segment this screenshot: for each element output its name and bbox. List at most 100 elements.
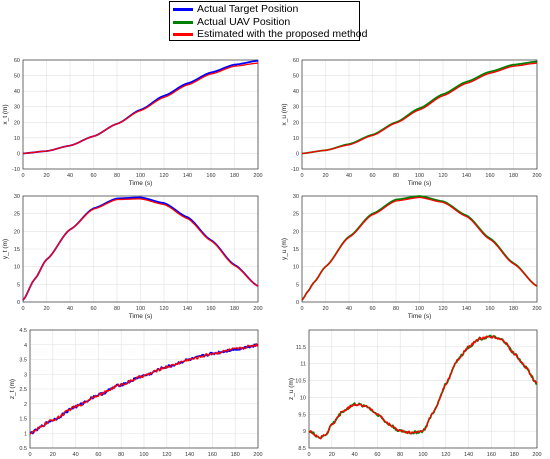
- chart-3-y-tick-label: 0: [17, 300, 20, 306]
- chart-5-x-tick-label: 0: [28, 452, 31, 458]
- chart-2-x-tick-label: 80: [393, 173, 399, 179]
- legend-swatch-target: [173, 7, 193, 11]
- chart-4-x-tick-label: 120: [438, 306, 447, 312]
- legend-entry-uav: Actual UAV Position: [173, 16, 290, 28]
- chart-5-x-tick-label: 100: [139, 452, 148, 458]
- chart-6-y-tick-label: 10.5: [295, 379, 306, 385]
- legend-swatch-estimated: [173, 32, 193, 36]
- chart-3-x-tick-label: 80: [114, 306, 120, 312]
- chart-6-x-tick-label: 140: [464, 452, 473, 458]
- chart-4-y-tick-label: 15: [293, 247, 299, 253]
- chart-2-y-tick-label: -10: [291, 167, 299, 173]
- chart-5-x-tick-label: 80: [118, 452, 124, 458]
- chart-1-x-tick-label: 0: [21, 173, 24, 179]
- chart-1-axes-frame: [22, 59, 259, 170]
- chart-5-y-tick-label: 2: [24, 402, 27, 408]
- chart-4-x-tick-label: 20: [322, 306, 328, 312]
- chart-5-y-tick-label: 4.5: [19, 328, 27, 334]
- legend-label-uav: Actual UAV Position: [197, 16, 291, 28]
- chart-2-x-tick-label: 60: [369, 173, 375, 179]
- chart-1-y-tick-label: 0: [17, 151, 20, 157]
- chart-2-y-tick-label: 40: [293, 89, 299, 95]
- chart-1-x-axis-label: Time (s): [129, 180, 153, 187]
- chart-2-x-axis-label: Time (s): [408, 180, 432, 187]
- chart-1-x-tick-label: 40: [67, 173, 73, 179]
- chart-3-x-tick-label: 140: [183, 306, 192, 312]
- legend: Actual Target Position Actual UAV Positi…: [169, 1, 367, 41]
- chart-2-y-axis-label: x_u (m): [281, 103, 288, 125]
- chart-3-axes-frame: [22, 195, 259, 303]
- chart-2-y-tick-label: 50: [293, 74, 299, 80]
- chart-6-y-tick-label: 9: [303, 429, 306, 435]
- chart-3-x-tick-label: 180: [230, 306, 239, 312]
- chart-6-x-tick-label: 0: [307, 452, 310, 458]
- chart-2-x-tick-label: 120: [438, 173, 447, 179]
- chart-4-y-tick-label: 25: [293, 212, 299, 218]
- chart-6-x-tick-label: 200: [532, 452, 541, 458]
- chart-2-y-tick-label: 20: [293, 120, 299, 126]
- chart-2-series-2-line: [301, 62, 538, 155]
- chart-5-y-axis-label: z_t (m): [9, 379, 16, 399]
- chart-6-x-tick-label: 120: [441, 452, 450, 458]
- chart-4-x-tick-label: 80: [393, 306, 399, 312]
- chart-5-x-tick-label: 120: [162, 452, 171, 458]
- chart-3-x-tick-label: 60: [90, 306, 96, 312]
- chart-5-x-tick-label: 140: [185, 452, 194, 458]
- chart-3-x-tick-label: 100: [136, 306, 145, 312]
- chart-1-x-tick-label: 180: [230, 173, 239, 179]
- chart-2-x-tick-label: 40: [346, 173, 352, 179]
- chart-5-y-tick-label: 2.5: [19, 387, 27, 393]
- chart-1-x-tick-label: 140: [183, 173, 192, 179]
- chart-5-x-tick-label: 160: [208, 452, 217, 458]
- chart-1-x-tick-label: 120: [159, 173, 168, 179]
- chart-1-y-tick-label: 50: [14, 74, 20, 80]
- chart-5-x-tick-label: 20: [50, 452, 56, 458]
- chart-1-y-tick-label: 10: [14, 136, 20, 142]
- chart-2-y-tick-label: 60: [293, 58, 299, 64]
- chart-5-axes-frame: [29, 329, 259, 449]
- chart-3-x-tick-label: 40: [67, 306, 73, 312]
- chart-2-y-tick-label: 30: [293, 105, 299, 111]
- chart-5-x-tick-label: 200: [253, 452, 262, 458]
- chart-6-y-tick-label: 9.5: [298, 412, 306, 418]
- chart-4-x-tick-label: 200: [532, 306, 541, 312]
- chart-3-series-2-line: [22, 198, 259, 301]
- chart-2-x-tick-label: 160: [485, 173, 494, 179]
- chart-3-y-tick-label: 25: [14, 212, 20, 218]
- chart-4-y-tick-label: 30: [293, 194, 299, 200]
- legend-label-estimated: Estimated with the proposed method: [197, 28, 368, 40]
- chart-6-x-tick-label: 100: [418, 452, 427, 458]
- chart-2-axes-frame: [301, 59, 538, 170]
- chart-3-y-tick-label: 20: [14, 229, 20, 235]
- legend-label-target: Actual Target Position: [197, 3, 299, 15]
- chart-5-y-tick-label: 4: [24, 343, 27, 349]
- chart-4-x-tick-label: 140: [462, 306, 471, 312]
- chart-1-y-tick-label: 30: [14, 105, 20, 111]
- chart-1-y-tick-label: 40: [14, 89, 20, 95]
- chart-6-x-tick-label: 160: [487, 452, 496, 458]
- chart-6-y-axis-label: z_u (m): [288, 378, 295, 400]
- chart-3-y-axis-label: y_t (m): [2, 239, 9, 259]
- chart-6-y-tick-label: 8.5: [298, 446, 306, 452]
- chart-4-x-tick-label: 100: [415, 306, 424, 312]
- chart-2-x-tick-label: 180: [509, 173, 518, 179]
- chart-3-x-tick-label: 200: [253, 306, 262, 312]
- chart-5-x-tick-label: 40: [73, 452, 79, 458]
- chart-1-x-tick-label: 20: [43, 173, 49, 179]
- chart-5-x-tick-label: 60: [95, 452, 101, 458]
- chart-6-x-tick-label: 80: [397, 452, 403, 458]
- chart-5-series-2-line: [29, 343, 259, 435]
- chart-6-x-tick-label: 180: [510, 452, 519, 458]
- legend-entry-target: Actual Target Position: [173, 3, 298, 15]
- legend-swatch-uav: [173, 20, 193, 24]
- chart-5-y-tick-label: 3.5: [19, 358, 27, 364]
- chart-1-x-tick-label: 160: [206, 173, 215, 179]
- chart-1-x-tick-label: 200: [253, 173, 262, 179]
- chart-3-x-tick-label: 120: [159, 306, 168, 312]
- chart-4-x-tick-label: 60: [369, 306, 375, 312]
- chart-6-axes-frame: [308, 329, 538, 449]
- chart-3-y-tick-label: 30: [14, 194, 20, 200]
- chart-2-x-tick-label: 0: [300, 173, 303, 179]
- chart-1-series-2-line: [22, 62, 259, 155]
